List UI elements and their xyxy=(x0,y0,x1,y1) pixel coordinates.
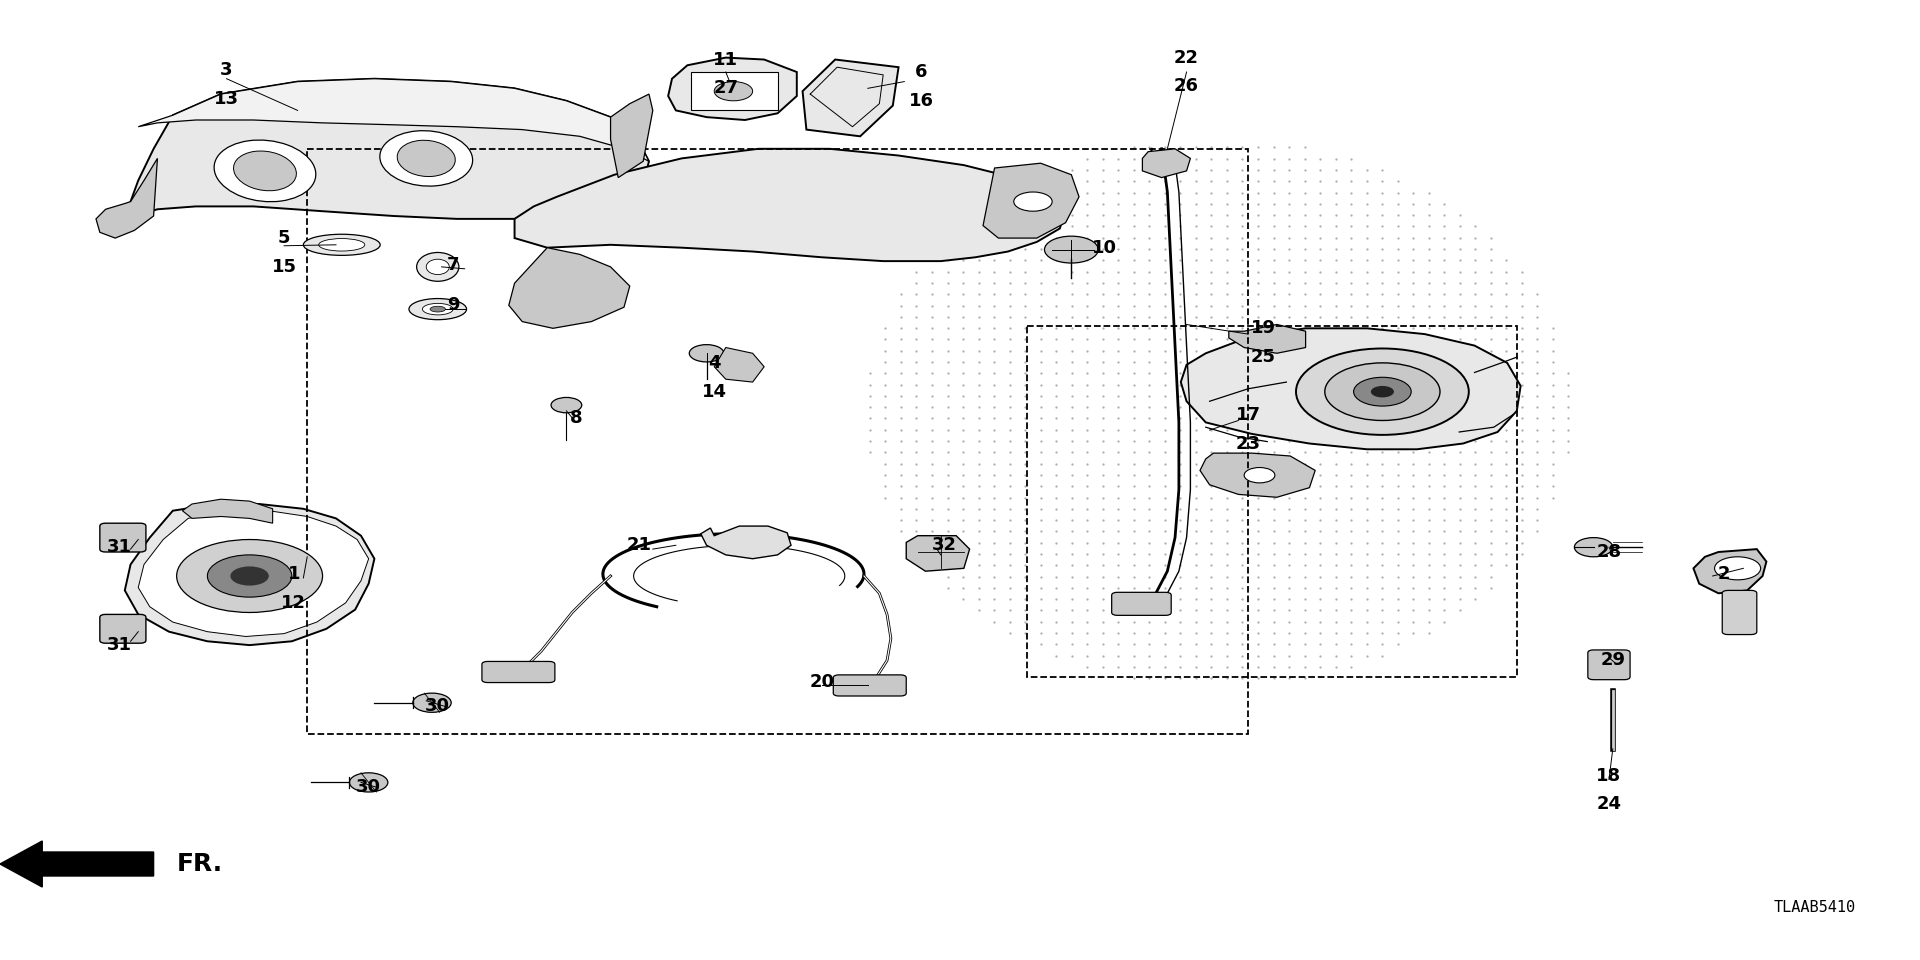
Ellipse shape xyxy=(215,140,315,202)
Text: 27: 27 xyxy=(712,80,739,97)
Polygon shape xyxy=(138,79,649,161)
Ellipse shape xyxy=(422,303,453,315)
Text: 28: 28 xyxy=(1596,543,1622,561)
Ellipse shape xyxy=(319,238,365,251)
Text: 14: 14 xyxy=(701,383,728,400)
Text: 5: 5 xyxy=(278,229,290,247)
Ellipse shape xyxy=(430,306,445,312)
Polygon shape xyxy=(611,94,653,178)
Text: 16: 16 xyxy=(908,92,935,109)
Circle shape xyxy=(551,397,582,413)
Text: 3: 3 xyxy=(221,61,232,79)
Text: 23: 23 xyxy=(1235,435,1261,452)
Text: 19: 19 xyxy=(1250,320,1277,337)
Bar xyxy=(1027,326,1517,677)
Text: 8: 8 xyxy=(570,409,582,426)
Text: 12: 12 xyxy=(280,594,307,612)
Text: 32: 32 xyxy=(931,537,958,554)
Ellipse shape xyxy=(417,252,459,281)
Polygon shape xyxy=(96,158,157,238)
Ellipse shape xyxy=(234,151,296,191)
Polygon shape xyxy=(509,248,630,328)
Text: 2: 2 xyxy=(1718,565,1730,583)
FancyBboxPatch shape xyxy=(1588,650,1630,680)
Text: 20: 20 xyxy=(808,673,835,690)
Polygon shape xyxy=(1693,549,1766,593)
Text: 13: 13 xyxy=(213,90,240,108)
Polygon shape xyxy=(668,58,797,120)
Polygon shape xyxy=(1200,453,1315,497)
Text: 6: 6 xyxy=(916,63,927,81)
Text: 11: 11 xyxy=(712,51,739,68)
FancyBboxPatch shape xyxy=(833,675,906,696)
Text: 4: 4 xyxy=(708,354,720,372)
Polygon shape xyxy=(125,504,374,645)
Text: 26: 26 xyxy=(1173,78,1200,95)
Circle shape xyxy=(349,773,388,792)
Bar xyxy=(307,149,1248,734)
Text: 15: 15 xyxy=(271,258,298,276)
Text: 31: 31 xyxy=(106,636,132,654)
FancyBboxPatch shape xyxy=(482,661,555,683)
Circle shape xyxy=(177,540,323,612)
Text: 25: 25 xyxy=(1250,348,1277,366)
Bar xyxy=(691,72,778,110)
Circle shape xyxy=(1014,192,1052,211)
Text: 21: 21 xyxy=(626,537,653,554)
Text: 22: 22 xyxy=(1173,49,1200,66)
Ellipse shape xyxy=(380,131,472,186)
Ellipse shape xyxy=(303,234,380,255)
Polygon shape xyxy=(515,149,1066,261)
Polygon shape xyxy=(701,526,791,559)
Circle shape xyxy=(714,82,753,101)
FancyBboxPatch shape xyxy=(1112,592,1171,615)
Circle shape xyxy=(413,693,451,712)
Circle shape xyxy=(1325,363,1440,420)
Polygon shape xyxy=(138,511,369,636)
Circle shape xyxy=(1244,468,1275,483)
Text: TLAAB5410: TLAAB5410 xyxy=(1774,900,1855,915)
Text: 30: 30 xyxy=(355,779,382,796)
FancyBboxPatch shape xyxy=(100,523,146,552)
Text: 18: 18 xyxy=(1596,767,1622,784)
Circle shape xyxy=(207,555,292,597)
Polygon shape xyxy=(131,79,649,219)
Ellipse shape xyxy=(409,299,467,320)
Polygon shape xyxy=(1142,149,1190,178)
Polygon shape xyxy=(714,348,764,382)
Polygon shape xyxy=(906,536,970,571)
Text: 1: 1 xyxy=(288,565,300,583)
Text: 30: 30 xyxy=(424,697,451,714)
Polygon shape xyxy=(1181,328,1521,449)
Text: 7: 7 xyxy=(447,256,459,274)
Text: 9: 9 xyxy=(447,297,459,314)
Text: 17: 17 xyxy=(1235,406,1261,423)
Circle shape xyxy=(1715,557,1761,580)
Polygon shape xyxy=(1229,324,1306,353)
Circle shape xyxy=(1574,538,1613,557)
Circle shape xyxy=(1371,386,1394,397)
Circle shape xyxy=(1044,236,1098,263)
FancyBboxPatch shape xyxy=(1722,590,1757,635)
Polygon shape xyxy=(803,60,899,136)
FancyBboxPatch shape xyxy=(100,614,146,643)
Polygon shape xyxy=(983,163,1079,238)
Circle shape xyxy=(1296,348,1469,435)
Ellipse shape xyxy=(426,259,449,275)
Text: 10: 10 xyxy=(1091,239,1117,256)
Text: 29: 29 xyxy=(1599,652,1626,669)
Circle shape xyxy=(689,345,724,362)
Ellipse shape xyxy=(397,140,455,177)
Polygon shape xyxy=(182,499,273,523)
Circle shape xyxy=(1354,377,1411,406)
Text: 31: 31 xyxy=(106,539,132,556)
Text: 24: 24 xyxy=(1596,796,1622,813)
Text: FR.: FR. xyxy=(177,852,223,876)
FancyArrow shape xyxy=(0,841,154,887)
Circle shape xyxy=(230,566,269,586)
